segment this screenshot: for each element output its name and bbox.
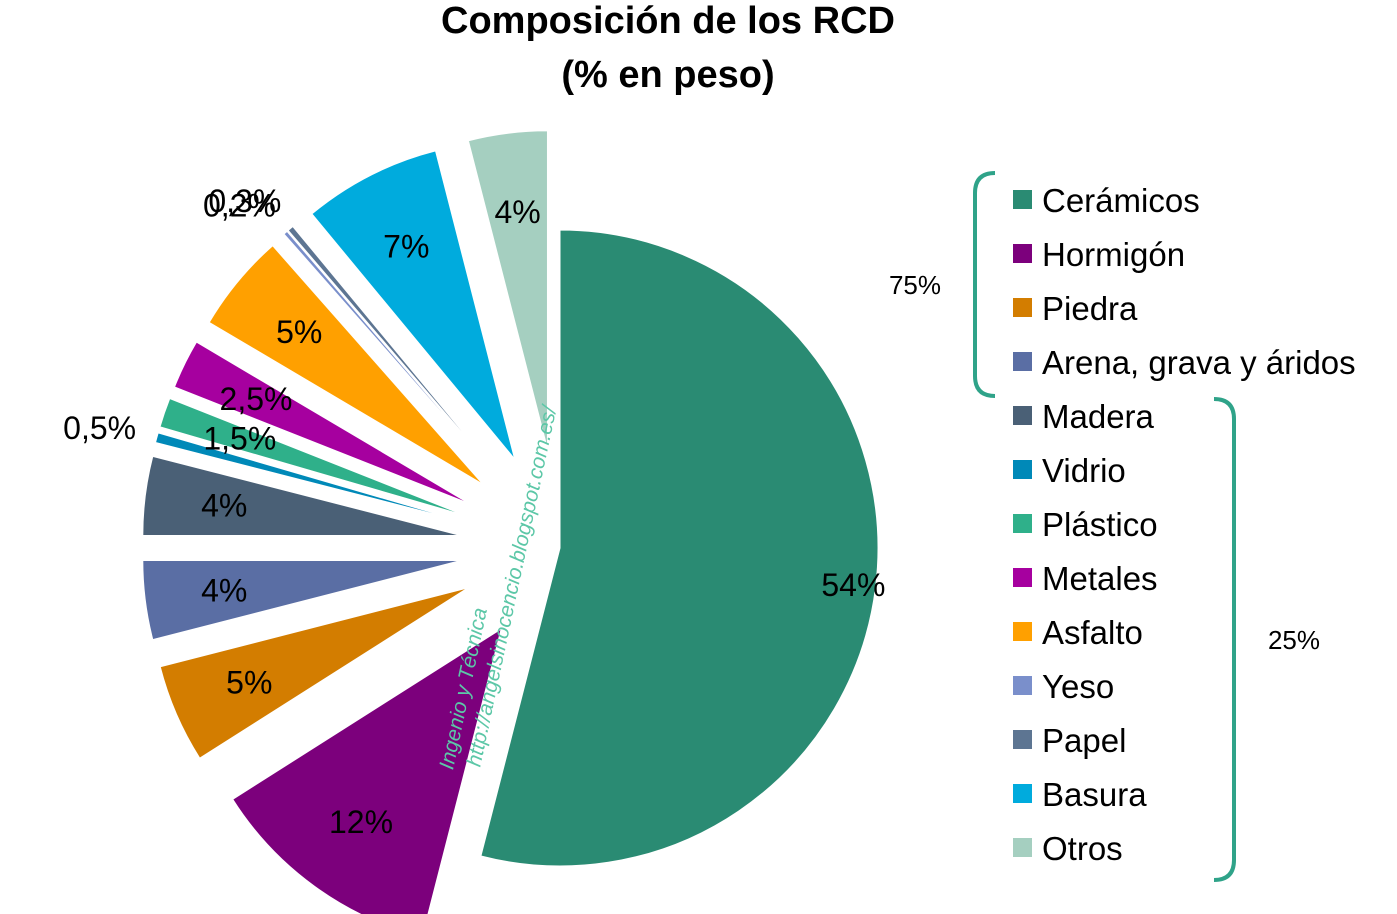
chart-title: Composición de los RCD bbox=[441, 0, 895, 42]
legend-label-arena-grava-y-aridos: Arena, grava y áridos bbox=[1042, 344, 1356, 381]
legend-swatch-arena-grava-y-aridos bbox=[1013, 352, 1032, 371]
slice-label-madera: 4% bbox=[201, 488, 247, 524]
slice-label-otros: 4% bbox=[494, 194, 540, 230]
legend-label-metales: Metales bbox=[1042, 560, 1158, 597]
slice-basura bbox=[311, 150, 516, 460]
slice-label-arena-grava-y-aridos: 4% bbox=[201, 572, 247, 608]
legend-label-papel: Papel bbox=[1042, 722, 1126, 759]
slice-vidrio bbox=[154, 432, 464, 523]
legend-label-piedra: Piedra bbox=[1042, 290, 1138, 327]
slice-asfalto bbox=[208, 245, 484, 485]
legend-swatch-metales bbox=[1013, 568, 1032, 587]
bracket-group-1-label: 75% bbox=[889, 270, 941, 300]
legend-swatch-plastico bbox=[1013, 514, 1032, 533]
legend-label-otros: Otros bbox=[1042, 830, 1123, 867]
legend: Cerámicos Hormigón Piedra Arena, grava y ár… bbox=[1013, 182, 1356, 867]
slice-hormigon bbox=[232, 627, 503, 914]
legend-label-basura: Basura bbox=[1042, 776, 1147, 813]
legend-label-ceramicos: Cerámicos bbox=[1042, 182, 1200, 219]
slice-metales bbox=[173, 341, 471, 505]
slice-label-ceramicos: 54% bbox=[821, 567, 885, 603]
legend-label-madera: Madera bbox=[1042, 398, 1155, 435]
slice-madera bbox=[142, 455, 461, 536]
legend-label-yeso: Yeso bbox=[1042, 668, 1114, 705]
slice-label-yeso: 0,2% bbox=[203, 188, 276, 224]
slice-label-piedra: 5% bbox=[226, 664, 272, 700]
slice-papel bbox=[287, 225, 496, 472]
slice-otros bbox=[467, 130, 548, 449]
bracket-group-2-label: 25% bbox=[1268, 625, 1320, 655]
slice-label-plastico: 1,5% bbox=[203, 420, 276, 456]
legend-swatch-otros bbox=[1013, 838, 1032, 857]
slice-yeso bbox=[283, 230, 495, 473]
legend-label-hormigon: Hormigón bbox=[1042, 236, 1185, 273]
legend-swatch-yeso bbox=[1013, 676, 1032, 695]
legend-label-asfalto: Asfalto bbox=[1042, 614, 1143, 651]
legend-swatch-hormigon bbox=[1013, 244, 1032, 263]
slice-label-basura: 7% bbox=[383, 228, 429, 264]
slice-label-vidrio: 0,5% bbox=[63, 410, 136, 446]
chart-subtitle: (% en peso) bbox=[561, 54, 774, 96]
legend-label-plastico: Plástico bbox=[1042, 506, 1158, 543]
legend-swatch-vidrio bbox=[1013, 460, 1032, 479]
slice-piedra bbox=[159, 587, 469, 759]
slice-arena-grava-y-aridos bbox=[142, 560, 461, 641]
legend-swatch-madera bbox=[1013, 406, 1032, 425]
group-brackets: 75% 25% bbox=[889, 171, 1320, 882]
legend-swatch-papel bbox=[1013, 730, 1032, 749]
pie-slices bbox=[142, 130, 879, 914]
slice-label-metales: 2,5% bbox=[220, 381, 293, 417]
bracket-group-2 bbox=[1213, 397, 1236, 882]
legend-swatch-piedra bbox=[1013, 298, 1032, 317]
legend-swatch-asfalto bbox=[1013, 622, 1032, 641]
pie-slice-labels: 54% 12% 5% 4% 4% 0,5% 1,5%2,5% 5% 0,2%0,3% 7% 4% bbox=[63, 183, 885, 840]
bracket-group-1 bbox=[973, 171, 996, 398]
legend-swatch-ceramicos bbox=[1013, 190, 1032, 209]
legend-swatch-basura bbox=[1013, 784, 1032, 803]
legend-label-vidrio: Vidrio bbox=[1042, 452, 1126, 489]
slice-ceramicos bbox=[480, 229, 879, 867]
slice-label-papel: 0,3% bbox=[208, 183, 281, 219]
slice-label-asfalto: 5% bbox=[276, 314, 322, 350]
slice-label-hormigon: 12% bbox=[329, 804, 393, 840]
slice-plastico bbox=[159, 397, 466, 517]
